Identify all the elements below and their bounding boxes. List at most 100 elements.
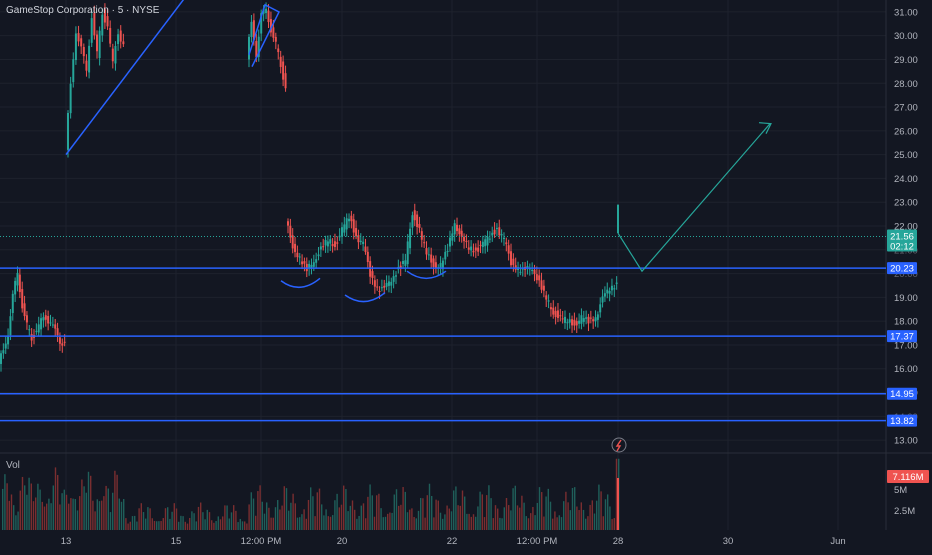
candle-body: [472, 250, 475, 253]
candle-body: [322, 246, 325, 248]
candle-body: [42, 317, 45, 321]
volume-bar: [164, 508, 167, 530]
candle-body: [25, 315, 28, 323]
candle-body: [568, 319, 571, 323]
candle-body: [423, 242, 426, 244]
candle-body: [594, 317, 597, 322]
candle-body: [547, 300, 550, 302]
candle-body: [72, 59, 75, 83]
volume-bar: [598, 484, 600, 530]
y-tick-label: 20.00: [894, 269, 918, 280]
candle-body: [474, 247, 477, 251]
volume-bar: [244, 521, 246, 530]
candle-body: [37, 324, 40, 333]
volume-bar: [525, 516, 527, 530]
symbol-title[interactable]: GameStop Corporation · 5 · NYSE: [6, 5, 160, 16]
volume-bar: [261, 501, 263, 530]
candle-body: [404, 260, 407, 266]
volume-bar: [158, 521, 160, 530]
candle-body: [538, 275, 541, 281]
volume-bar: [596, 500, 598, 530]
volume-bar: [30, 483, 32, 530]
volume-bar: [222, 516, 224, 530]
volume-bar: [239, 518, 241, 530]
level-tag: [887, 330, 917, 343]
volume-bar: [116, 474, 118, 530]
volume-bar: [107, 488, 109, 530]
y-tick-label: 30.00: [894, 31, 918, 42]
candle-body: [310, 264, 313, 269]
volume-bar: [41, 501, 43, 530]
volume-bar: [274, 507, 277, 530]
candle-body: [510, 251, 513, 266]
candle-body: [82, 47, 85, 57]
candle-body: [90, 18, 93, 43]
volume-bar: [6, 483, 8, 530]
volume-bar: [213, 522, 215, 530]
candle-body: [51, 324, 54, 326]
y-tick-label: 25.00: [894, 150, 918, 161]
volume-bar: [79, 496, 81, 530]
candle-body: [467, 247, 470, 250]
candle-body: [533, 269, 536, 275]
volume-bar: [615, 458, 618, 530]
candle-body: [556, 310, 559, 318]
volume-bar: [325, 509, 327, 530]
candle-body: [446, 250, 449, 252]
level-tag: [887, 262, 917, 275]
volume-bar: [327, 516, 329, 530]
candle-body: [599, 304, 602, 313]
volume-bar: [39, 489, 41, 530]
candle-body: [260, 13, 263, 34]
volume-bar: [494, 505, 497, 530]
volume-bar: [420, 497, 422, 530]
volume-bar: [105, 485, 107, 530]
y-tick-label: 29.00: [894, 55, 918, 66]
volume-bar: [457, 505, 459, 530]
volume-bar: [514, 485, 516, 530]
volume-bar: [400, 504, 402, 530]
volume-bar: [180, 515, 182, 530]
volume-bar: [329, 516, 332, 530]
volume-bar: [356, 518, 358, 530]
volume-bar: [428, 483, 431, 530]
volume-bar: [439, 512, 442, 530]
candle-body: [109, 28, 112, 44]
volume-bar: [191, 511, 193, 530]
volume-bar: [541, 492, 543, 530]
candle-body: [394, 275, 397, 277]
volume-bar: [371, 495, 373, 530]
volume-bar: [391, 512, 393, 530]
volume-bar: [316, 492, 318, 530]
volume-bar: [567, 502, 569, 530]
candle-body: [21, 289, 24, 309]
candle-body: [470, 246, 473, 251]
level-tag-label: 13.82: [890, 416, 914, 427]
candle-body: [69, 83, 72, 114]
volume-bar: [160, 521, 162, 530]
candle-body: [274, 36, 277, 42]
volume-bar: [387, 513, 389, 530]
volume-bar: [323, 515, 325, 530]
candle-body: [575, 321, 578, 326]
candle-body: [54, 324, 57, 329]
candle-body: [390, 281, 393, 286]
volume-bar: [490, 498, 492, 530]
candle-body: [98, 30, 101, 59]
volume-bar: [13, 505, 15, 530]
volume-bar: [503, 507, 505, 530]
candle-body: [418, 224, 421, 228]
candle-body: [28, 329, 31, 331]
volume-bar: [343, 485, 345, 530]
candle-body: [549, 307, 552, 310]
volume-bar: [442, 518, 444, 530]
volume-bar: [175, 508, 178, 530]
volume-bar: [455, 486, 457, 530]
level-tag-label: 14.95: [890, 389, 914, 400]
candle-group: [287, 203, 618, 333]
candle-body: [434, 262, 437, 268]
candle-body: [44, 315, 47, 320]
volume-bar: [373, 516, 376, 530]
